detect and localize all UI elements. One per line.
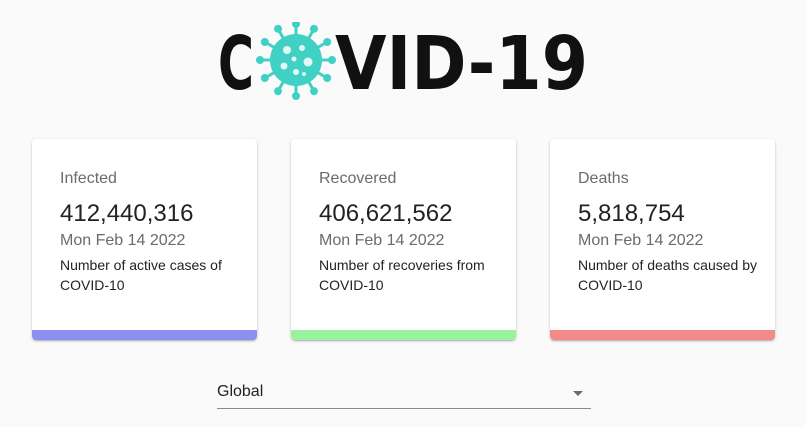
card-label: Recovered [319,170,397,187]
logo-text-vid-19: VID-19 [335,22,588,102]
card-value: 412,440,316 [60,200,194,227]
dropdown-arrow-icon [573,391,583,396]
infected-card: Infected 412,440,316 Mon Feb 14 2022 Num… [32,139,257,340]
infected-color-bar [32,330,257,340]
card-date: Mon Feb 14 2022 [319,232,445,249]
card-description: Number of active cases of COVID-10 [60,257,222,293]
recovered-card: Recovered 406,621,562 Mon Feb 14 2022 Nu… [291,139,516,340]
logo-text-c: C [218,22,254,102]
coronavirus-icon [256,22,336,100]
deaths-color-bar [550,330,775,340]
card-description: Number of recoveries from COVID-10 [319,257,485,293]
covid-19-logo: C VID-19 [218,22,590,102]
country-select-value: Global [217,383,264,400]
card-value: 406,621,562 [319,200,453,227]
card-description: Number of deaths caused by COVID-10 [578,257,757,293]
card-value: 5,818,754 [578,200,685,227]
country-select[interactable]: Global [217,377,591,409]
card-date: Mon Feb 14 2022 [60,232,186,249]
card-date: Mon Feb 14 2022 [578,232,704,249]
card-label: Infected [60,170,117,187]
card-label: Deaths [578,170,629,187]
recovered-color-bar [291,330,516,340]
deaths-card: Deaths 5,818,754 Mon Feb 14 2022 Number … [550,139,775,340]
